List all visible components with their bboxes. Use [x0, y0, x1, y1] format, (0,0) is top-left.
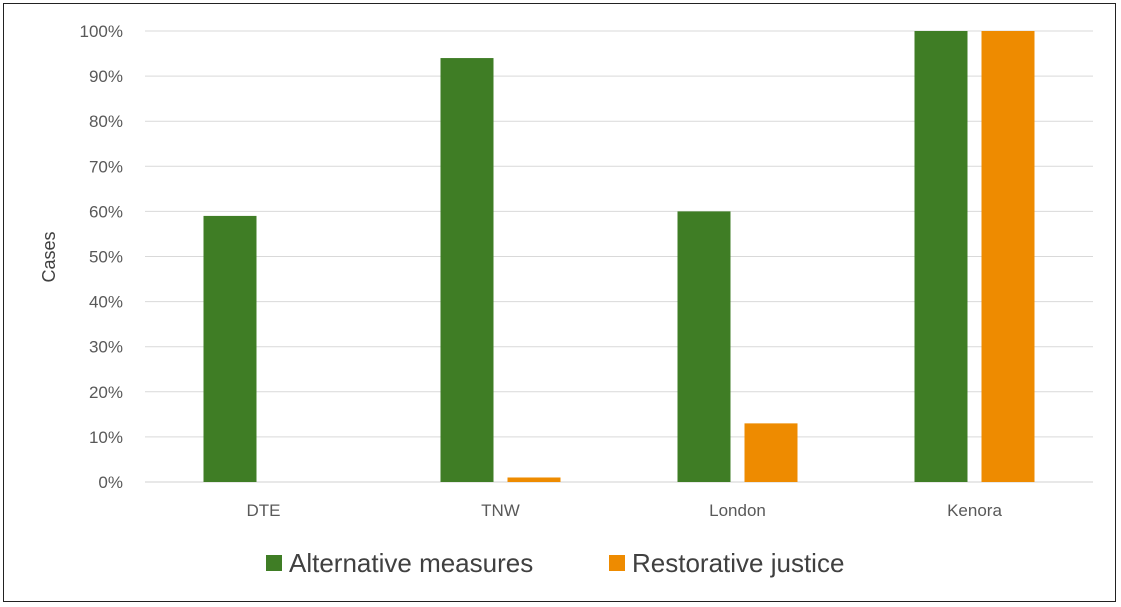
x-category-label: London — [709, 501, 766, 520]
legend-swatch — [609, 555, 625, 571]
y-tick-label: 50% — [89, 248, 123, 267]
y-tick-label: 30% — [89, 338, 123, 357]
y-tick-label: 60% — [89, 202, 123, 221]
y-tick-label: 20% — [89, 383, 123, 402]
y-tick-label: 70% — [89, 157, 123, 176]
bar-alternative-measures-tnw — [440, 58, 494, 483]
bar-alternative-measures-kenora — [914, 31, 968, 482]
bar-alternative-measures-dte — [203, 215, 257, 482]
legend-swatch — [266, 555, 282, 571]
y-tick-label: 0% — [98, 473, 123, 492]
legend: Alternative measures Restorative justice — [266, 548, 844, 578]
y-axis-label: Cases — [39, 231, 59, 282]
bar-restorative-justice-london — [744, 423, 798, 482]
y-tick-label: 80% — [89, 112, 123, 131]
bar-alternative-measures-london — [677, 211, 731, 482]
y-tick-label: 40% — [89, 293, 123, 312]
bar-restorative-justice-kenora — [981, 31, 1035, 482]
x-axis-categories: DTE TNW London Kenora — [247, 501, 1003, 520]
legend-label: Restorative justice — [632, 548, 844, 578]
y-axis-ticks: 0% 10% 20% 30% 40% 50% 60% 70% 80% 90% 100% — [80, 22, 123, 492]
x-category-label: Kenora — [947, 501, 1002, 520]
x-category-label: TNW — [481, 501, 520, 520]
bar-restorative-justice-tnw — [507, 477, 561, 482]
y-tick-label: 100% — [80, 22, 123, 41]
bars — [203, 31, 1035, 483]
x-category-label: DTE — [247, 501, 281, 520]
legend-label: Alternative measures — [289, 548, 533, 578]
y-tick-label: 10% — [89, 428, 123, 447]
y-tick-label: 90% — [89, 67, 123, 86]
